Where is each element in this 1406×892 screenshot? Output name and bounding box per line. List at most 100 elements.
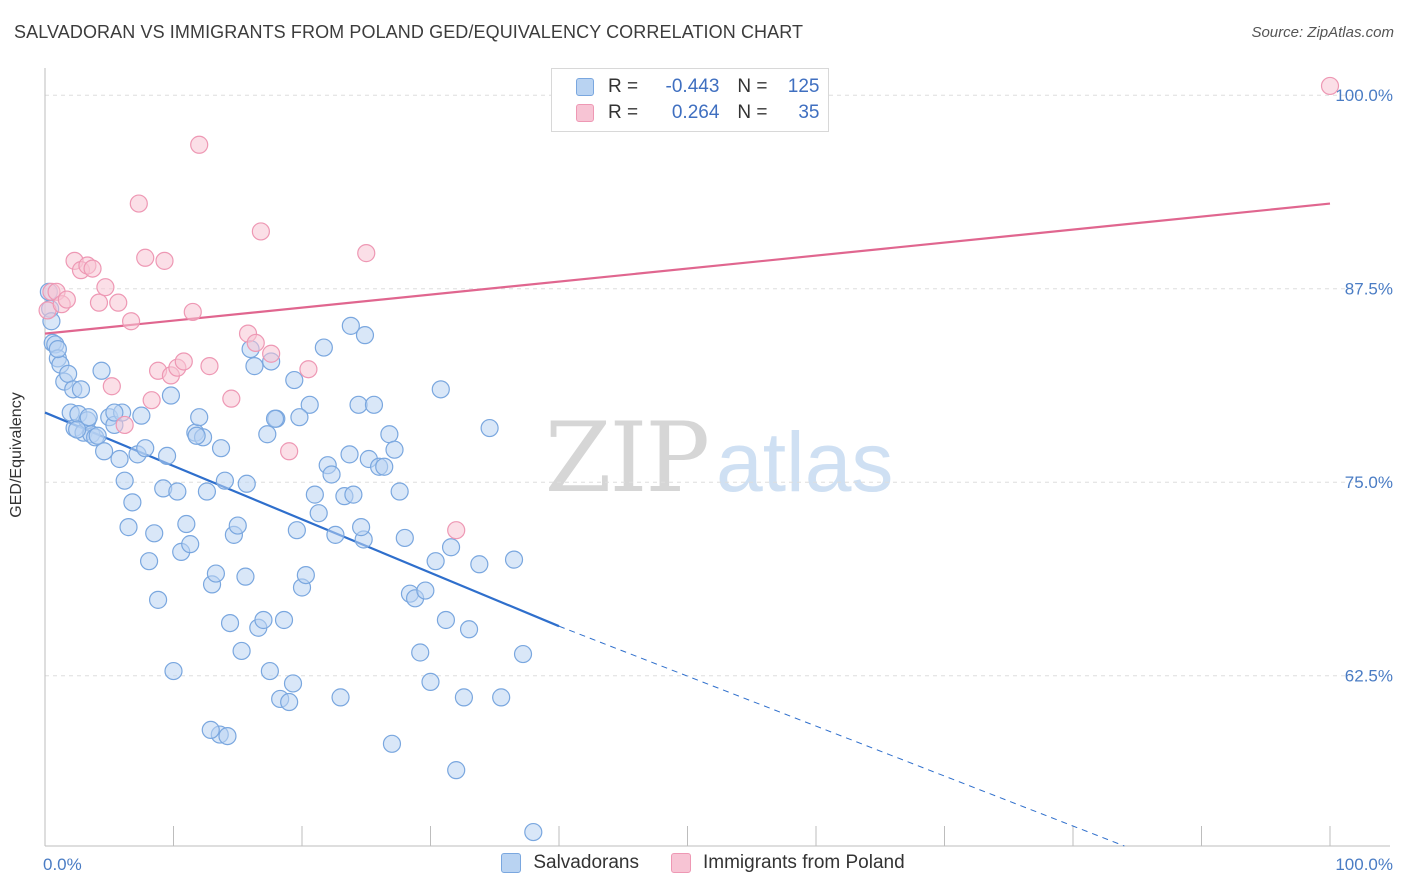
salvadorans-point [421,672,440,692]
salvadorans-point [441,538,461,557]
n-value: 35 [798,102,820,123]
series-legend: Salvadorans Immigrants from Poland [0,852,1406,874]
poland-point [357,244,376,263]
stats-row-salvadorans: R = -0.443 N = 125 [576,75,820,99]
poland-point [200,357,219,376]
poland-point [96,278,115,297]
legend-label: Salvadorans [533,852,639,873]
salvadorans-trend-extension [558,625,1125,847]
salvadorans-point [139,552,159,571]
salvadorans-point [454,688,474,707]
poland-point [57,290,76,309]
salvadorans-point [258,425,277,444]
poland-point [121,312,141,331]
salvadorans-point [283,674,303,693]
salvadorans-point [287,521,306,540]
poland-point [109,293,128,312]
salvadorans-point [305,485,324,504]
salvadorans-swatch [576,78,594,96]
y-tick-label: 87.5% [1345,280,1393,299]
legend-label: Immigrants from Poland [702,852,905,873]
salvadorans-point [218,726,237,746]
salvadorans-point [344,485,363,504]
poland-point [115,415,134,435]
salvadorans-point [260,661,279,681]
salvadorans-point [349,395,368,414]
watermark-atlas: atlas [716,415,893,509]
salvadorans-point [382,734,402,753]
poland-swatch [670,853,691,873]
salvadorans-point [187,426,206,445]
axes [44,68,1390,847]
poland-point [174,352,193,371]
salvadorans-point [145,524,164,543]
salvadorans-point [352,518,371,537]
salvadorans-point [228,516,247,535]
salvadorans-point [331,688,350,707]
salvadorans-point [232,641,251,661]
salvadorans-point [296,565,315,585]
poland-point [89,293,109,312]
salvadorans-point [290,408,309,427]
r-value: -0.443 [665,76,720,97]
salvadorans-point [59,364,78,383]
salvadorans-point [79,408,98,427]
poland-point [190,135,209,154]
poland-point [447,521,466,540]
r-label: R = [608,76,639,97]
watermark-zip: ZIP [545,402,708,514]
r-value: 0.264 [671,102,720,123]
salvadorans-trend-line [44,411,560,628]
poland-swatch [576,104,594,122]
legend-item-salvadorans: Salvadorans [501,852,639,874]
n-value: 125 [787,76,820,97]
salvadorans-point [71,380,91,399]
salvadorans-point [395,528,414,548]
salvadorans-point [314,338,333,357]
salvadorans-point [285,370,304,390]
salvadorans-point [215,471,234,490]
poland-point [262,344,281,363]
poland-point [142,391,161,410]
salvadorans-point [237,474,256,493]
poland-point [102,377,121,396]
salvadorans-point [300,395,319,414]
salvadorans-point [105,403,124,422]
salvadorans-point [326,525,345,544]
salvadorans-point [411,643,430,662]
source-credit: Source: ZipAtlas.com [1251,24,1394,41]
salvadorans-point [48,339,67,359]
salvadorans-point [161,386,181,405]
salvadorans-point [322,465,341,484]
poland-point [83,259,102,278]
poland-point [280,442,299,461]
legend-item-poland: Immigrants from Poland [670,852,905,874]
salvadorans-point [524,822,543,842]
poland-point [129,194,148,213]
y-tick-label: 75.0% [1345,473,1393,492]
poland-point [246,333,265,352]
poland-point [299,360,318,379]
salvadorans-point [68,420,87,439]
salvadorans-point [206,564,226,583]
trend-lines [44,202,1331,847]
salvadorans-point [385,440,404,459]
gridlines [45,94,1360,677]
x-tick-label: 0.0% [43,855,82,874]
salvadorans-point [375,457,394,476]
stats-row-poland: R = 0.264 N = 35 [576,101,820,125]
salvadorans-point [190,408,209,427]
salvadorans-point [380,425,399,444]
salvadorans-point [110,449,129,469]
salvadorans-point [431,380,450,399]
poland-point [183,302,202,322]
salvadorans-point [211,439,231,458]
salvadorans-point [136,439,155,458]
y-tick-label: 100.0% [1335,86,1393,105]
salvadorans-point [148,590,168,609]
salvadorans-swatch [501,853,522,873]
r-label: R = [608,102,639,123]
salvadorans-point [123,493,142,512]
salvadorans-point [470,555,489,574]
salvadorans-point [340,445,359,464]
